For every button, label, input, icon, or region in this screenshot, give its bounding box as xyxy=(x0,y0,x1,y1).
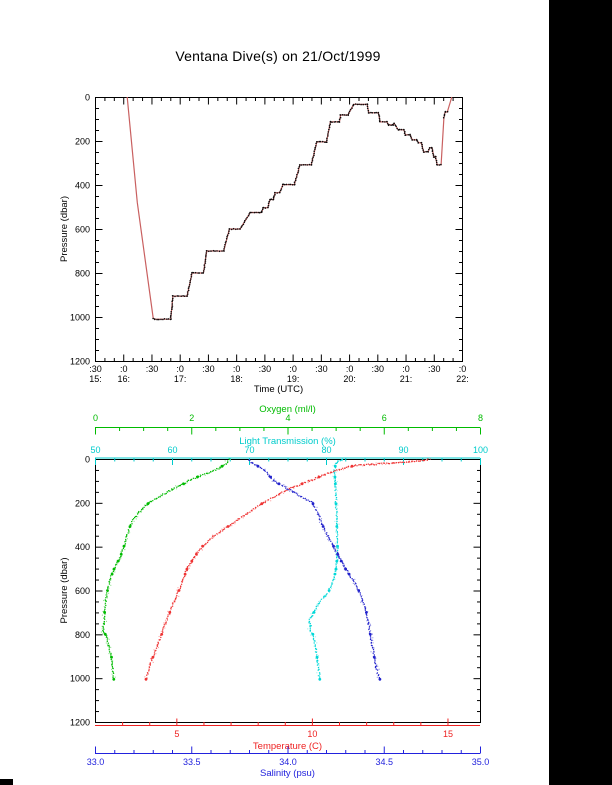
svg-text:1200: 1200 xyxy=(70,718,90,728)
svg-text:600: 600 xyxy=(75,225,90,235)
svg-text:17:: 17: xyxy=(174,374,187,384)
svg-text:1000: 1000 xyxy=(70,313,90,323)
svg-text:600: 600 xyxy=(75,586,90,596)
svg-text::30: :30 xyxy=(202,364,215,374)
svg-text:70: 70 xyxy=(244,445,254,455)
ctd-profile-chart: 0 200 400 600 800 1000 1200 Pressure (dbar) 0 2 4 6… xyxy=(59,404,489,779)
svg-text::0: :0 xyxy=(233,364,241,374)
dive-profile-line xyxy=(126,96,453,321)
light-transmission-profile xyxy=(307,458,344,681)
svg-text:0: 0 xyxy=(85,93,90,103)
svg-text::30: :30 xyxy=(428,364,441,374)
svg-text:15:: 15: xyxy=(89,374,102,384)
svg-text:1000: 1000 xyxy=(70,674,90,684)
svg-text:50: 50 xyxy=(90,445,100,455)
page-title: Ventana Dive(s) on 21/Oct/1999 xyxy=(175,48,381,64)
light-axis: 50 60 70 80 90 100 Light Transmission (%) xyxy=(90,436,488,465)
svg-text:Pressure (dbar): Pressure (dbar) xyxy=(59,196,70,262)
svg-text:2: 2 xyxy=(189,413,194,423)
svg-text:33.0: 33.0 xyxy=(87,757,105,767)
svg-text::0: :0 xyxy=(176,364,184,374)
svg-text:16:: 16: xyxy=(117,374,130,384)
svg-text::30: :30 xyxy=(315,364,328,374)
svg-text:1200: 1200 xyxy=(70,357,90,367)
svg-text:8: 8 xyxy=(478,413,483,423)
svg-text:4: 4 xyxy=(285,413,290,423)
oxygen-profile xyxy=(100,458,231,681)
time-axis: :3015::016::30:017::30:018::30:019::30:0… xyxy=(89,97,469,395)
svg-text:18:: 18: xyxy=(230,374,243,384)
svg-text::0: :0 xyxy=(289,364,297,374)
svg-text:34.5: 34.5 xyxy=(375,757,393,767)
screen-border-right xyxy=(549,0,612,785)
oxygen-axis: 0 2 4 6 8 Oxygen (ml/l) xyxy=(93,404,483,435)
svg-text:5: 5 xyxy=(174,729,179,739)
svg-text::30: :30 xyxy=(89,364,102,374)
svg-text:Salinity (psu): Salinity (psu) xyxy=(260,768,315,779)
svg-text:20:: 20: xyxy=(343,374,356,384)
svg-text:21:: 21: xyxy=(400,374,413,384)
svg-text:100: 100 xyxy=(473,445,488,455)
svg-text:Time (UTC): Time (UTC) xyxy=(254,384,303,395)
svg-text:22:: 22: xyxy=(456,374,469,384)
pressure-axis-2: 0 200 400 600 800 1000 1200 Pressure (dbar) xyxy=(59,455,481,728)
svg-text:10: 10 xyxy=(307,729,317,739)
svg-text:33.5: 33.5 xyxy=(183,757,201,767)
svg-text::0: :0 xyxy=(120,364,128,374)
svg-text:90: 90 xyxy=(398,445,408,455)
svg-text:800: 800 xyxy=(75,269,90,279)
svg-text:35.0: 35.0 xyxy=(472,757,490,767)
svg-text:400: 400 xyxy=(75,181,90,191)
svg-text:Oxygen (ml/l): Oxygen (ml/l) xyxy=(259,404,315,415)
temperature-profile xyxy=(144,458,431,681)
svg-text:800: 800 xyxy=(75,630,90,640)
svg-text:200: 200 xyxy=(75,498,90,508)
svg-text::0: :0 xyxy=(346,364,354,374)
svg-text::30: :30 xyxy=(372,364,385,374)
svg-text:Pressure (dbar): Pressure (dbar) xyxy=(59,558,70,624)
svg-text:0: 0 xyxy=(85,455,90,465)
salinity-profile xyxy=(248,459,382,681)
svg-text:80: 80 xyxy=(321,445,331,455)
svg-text::0: :0 xyxy=(459,364,467,374)
svg-text:15: 15 xyxy=(443,729,453,739)
svg-text::30: :30 xyxy=(146,364,159,374)
salinity-axis: 33.0 33.5 34.0 34.5 35.0 Salinity (psu) xyxy=(87,746,490,779)
svg-text:19:: 19: xyxy=(287,374,300,384)
svg-text:34.0: 34.0 xyxy=(279,757,297,767)
pressure-axis: 0 200 400 600 800 1000 1200 Pressure (dbar) xyxy=(59,93,463,367)
screen-border-corner xyxy=(0,779,13,785)
svg-text:Light Transmission (%): Light Transmission (%) xyxy=(239,436,336,447)
svg-text:200: 200 xyxy=(75,137,90,147)
svg-text::0: :0 xyxy=(402,364,410,374)
svg-text:60: 60 xyxy=(167,445,177,455)
svg-text::30: :30 xyxy=(259,364,272,374)
svg-text:400: 400 xyxy=(75,542,90,552)
svg-text:0: 0 xyxy=(93,413,98,423)
svg-text:6: 6 xyxy=(382,413,387,423)
